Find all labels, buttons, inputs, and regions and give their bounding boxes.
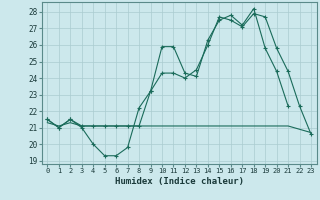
X-axis label: Humidex (Indice chaleur): Humidex (Indice chaleur) — [115, 177, 244, 186]
